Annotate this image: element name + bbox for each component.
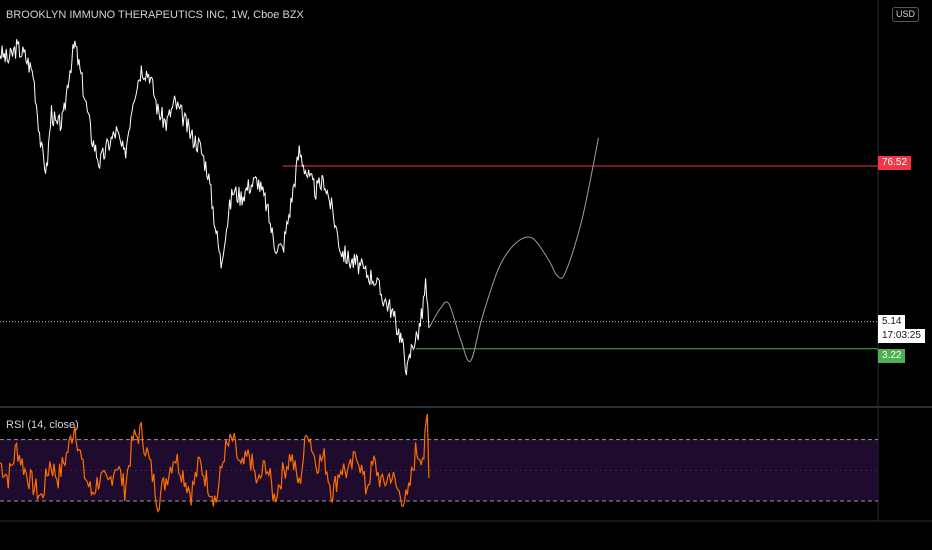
resistance-price-tag: 76.52 [878,156,912,170]
last-price-tag: 5.14 [878,315,906,329]
support-price-tag: 3.22 [878,349,906,363]
currency-badge[interactable]: USD [892,7,920,22]
rsi-band-group [0,439,878,502]
chart-title: BROOKLYN IMMUNO THERAPEUTICS INC, 1W, Cb… [6,9,304,21]
bar-countdown-tag: 17:03:25 [878,329,925,343]
price-line [0,39,430,376]
rsi-line [0,413,430,513]
projection-curve [428,137,599,362]
rsi-indicator-label[interactable]: RSI (14, close) [6,419,79,431]
level-lines-group [0,165,878,350]
projection-group [428,137,599,362]
price-series-group [0,39,430,376]
rsi-series-group [0,413,430,513]
